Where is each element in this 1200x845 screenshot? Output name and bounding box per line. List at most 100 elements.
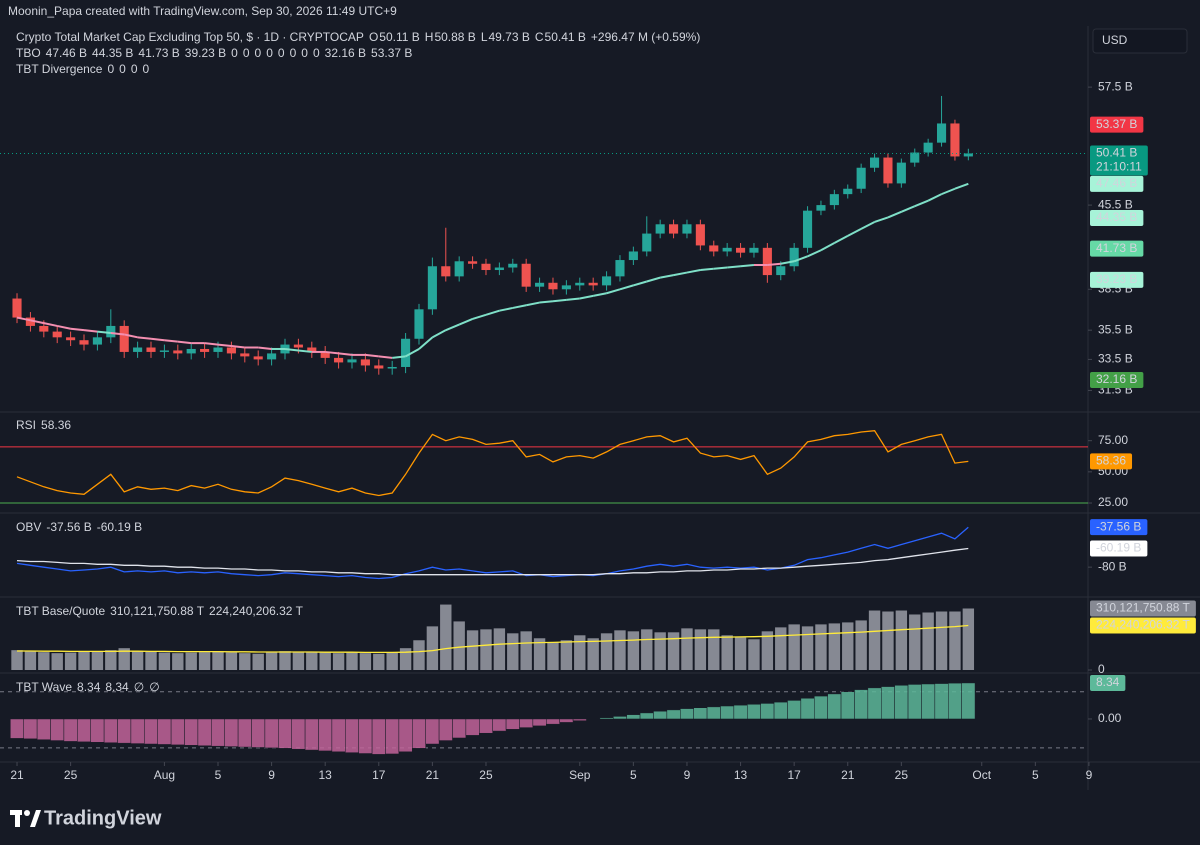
bar [64, 652, 77, 670]
bar [197, 718, 212, 746]
candle-body [133, 347, 143, 352]
moving-average [900, 205, 916, 213]
legend-item: 0 [131, 62, 138, 76]
legend-item: ∅ [134, 680, 144, 694]
candle-body [39, 325, 49, 332]
y-tick-label: 35.5 B [1098, 322, 1133, 336]
moving-average [338, 352, 353, 356]
bar [894, 685, 909, 720]
y-tick-label: 0.00 [1098, 711, 1122, 725]
bar [251, 718, 266, 748]
legend-item: O [369, 30, 378, 44]
bar [185, 652, 197, 670]
legend-item: TBT Divergence [16, 62, 103, 76]
bar [345, 718, 359, 753]
bar [775, 627, 787, 670]
legend-item: RSI [16, 418, 36, 432]
candle-body [106, 325, 116, 338]
price-label: 58.36 [1096, 454, 1126, 468]
x-tick-label: Aug [154, 768, 175, 782]
bar [882, 611, 894, 670]
moving-average [164, 339, 178, 343]
currency-button[interactable] [1092, 28, 1188, 54]
moving-average [512, 304, 527, 309]
legend-item: 0 [119, 62, 126, 76]
x-tick-label: 21 [841, 768, 855, 782]
bar [90, 718, 105, 743]
bar [599, 717, 614, 720]
price-label: -37.56 B [1096, 519, 1141, 533]
logo-text: TradingView [44, 807, 162, 829]
bar [103, 718, 118, 743]
logo-shape [30, 810, 41, 827]
price-label-box [1090, 175, 1144, 192]
legend-item: 41.73 B [138, 46, 179, 60]
bar [761, 631, 774, 670]
moving-average [807, 249, 822, 258]
moving-average [378, 355, 393, 359]
bar [465, 718, 480, 736]
bar [346, 652, 358, 670]
legend-item: 8.34 [105, 680, 129, 694]
price-label-box [1090, 145, 1148, 176]
moving-average [405, 348, 420, 358]
candle-body [896, 162, 906, 184]
bar [466, 630, 479, 670]
bar [787, 700, 802, 720]
bar [947, 682, 962, 720]
candle-body [213, 347, 223, 352]
bar [425, 718, 440, 745]
candle-body [615, 260, 625, 277]
candle-body [682, 224, 692, 234]
bar [36, 718, 51, 740]
candle-body [253, 356, 263, 360]
candle-body [736, 247, 746, 253]
x-tick-label: 9 [1086, 768, 1093, 782]
bar [614, 630, 626, 670]
bar [332, 653, 345, 670]
moving-average [833, 235, 849, 244]
moving-average [941, 187, 956, 196]
moving-average [793, 255, 808, 263]
bar [237, 718, 252, 748]
candle-body [267, 353, 277, 360]
moving-average [539, 300, 554, 304]
moving-average [57, 324, 71, 330]
candle-body [387, 366, 397, 369]
bar [626, 714, 641, 720]
bar [413, 640, 425, 670]
moving-average [954, 182, 969, 190]
candle-body [226, 347, 236, 354]
moving-average [445, 323, 460, 332]
moving-average [30, 319, 45, 325]
legend-item: Crypto Total Market Cap Excluding Top 50… [16, 30, 364, 44]
candle-body [588, 282, 598, 286]
currency-label[interactable]: USD [1102, 33, 1128, 47]
bar [747, 704, 761, 720]
candle-body [481, 263, 491, 271]
moving-average [365, 353, 379, 358]
x-tick-label: 5 [630, 768, 637, 782]
legend-item: 44.35 B [92, 46, 133, 60]
bar [842, 622, 854, 670]
legend-item: 310,121,750.88 T [110, 604, 205, 618]
price-label: 8.34 [1096, 675, 1120, 689]
bar [694, 629, 707, 670]
bar [949, 611, 961, 670]
x-tick-label: 13 [319, 768, 333, 782]
bar [828, 623, 841, 670]
y-tick-label: 45.5 B [1098, 197, 1133, 211]
legend-item: ∅ [149, 680, 159, 694]
bar [38, 652, 50, 670]
moving-average [458, 318, 473, 326]
bar [144, 718, 158, 745]
bar [264, 718, 279, 749]
bar [881, 686, 895, 720]
candle-body [173, 350, 183, 354]
candle-body [963, 153, 973, 157]
bar [680, 708, 694, 720]
price-label-box [1090, 617, 1196, 634]
bar [574, 635, 586, 670]
bar [867, 687, 882, 720]
candle-body [334, 357, 344, 363]
